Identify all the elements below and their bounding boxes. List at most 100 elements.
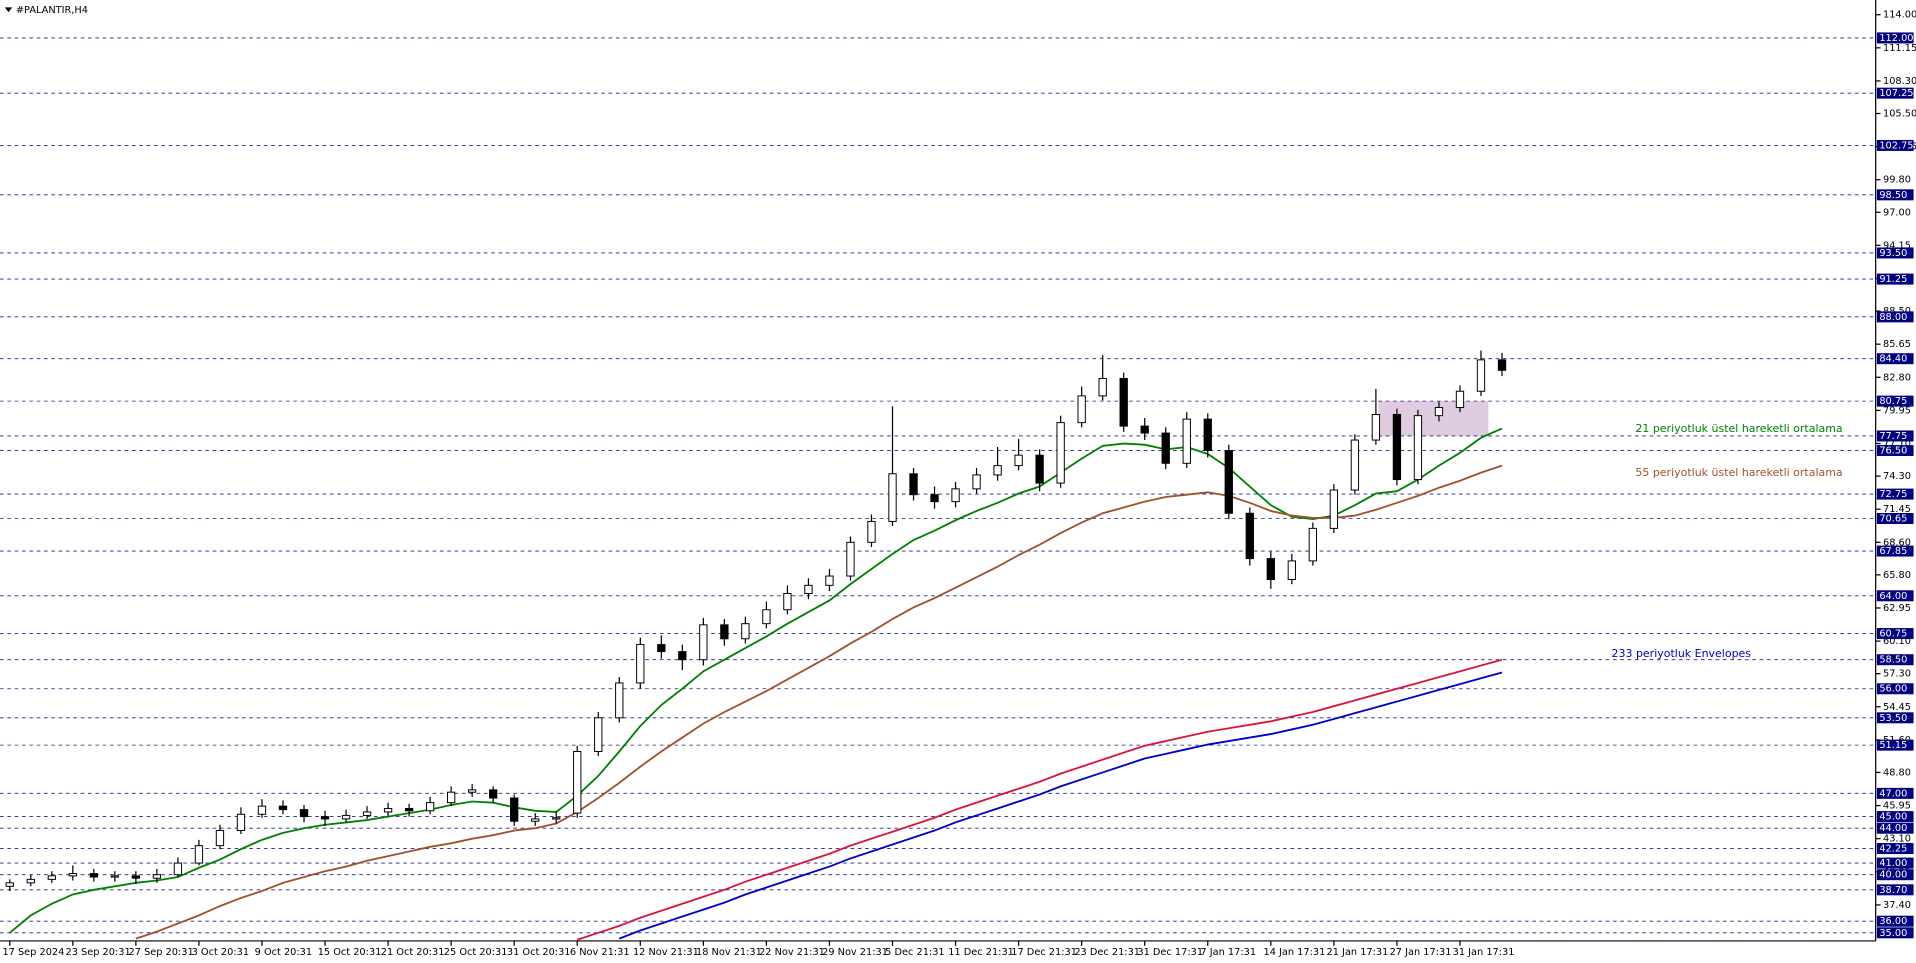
y-tick-label: 94.15 (1883, 240, 1911, 251)
candle-body (783, 592, 792, 611)
level-box (1876, 311, 1914, 323)
x-tick-label: 6 Nov 21:31 (570, 947, 630, 958)
candle-body (552, 817, 561, 820)
y-tick-label: 37.40 (1883, 900, 1911, 911)
level-box (1876, 857, 1914, 869)
level-label: 64.00 (1879, 591, 1907, 602)
y-tick-label: 68.60 (1883, 537, 1911, 548)
candle-body (152, 874, 162, 879)
level-label: 91.25 (1879, 274, 1907, 285)
candle-body (1224, 450, 1233, 514)
candle-body (741, 623, 750, 640)
candle-body (1371, 413, 1381, 441)
candle-body (446, 791, 456, 804)
y-tick-label: 105.50 (1883, 108, 1916, 119)
level-label: 47.00 (1879, 788, 1907, 799)
candle-body (846, 541, 855, 577)
x-tick-label: 29 Nov 21:31 (822, 947, 888, 958)
level-label: 56.00 (1879, 684, 1907, 695)
y-tick-label: 57.30 (1883, 669, 1911, 680)
candle-body (615, 682, 624, 719)
level-label: 35.00 (1879, 928, 1907, 939)
level-label: 41.00 (1879, 858, 1907, 869)
candle-body (404, 807, 414, 812)
candle-body (1392, 413, 1402, 481)
candle-body (699, 624, 708, 661)
level-box (1876, 915, 1914, 927)
candle-body (1266, 558, 1275, 581)
candle-body (1455, 390, 1465, 409)
candle-body (489, 789, 498, 799)
level-label: 58.50 (1879, 655, 1907, 666)
level-label: 88.00 (1879, 312, 1907, 323)
candle-body (5, 882, 14, 887)
level-box (1876, 87, 1914, 99)
level-label: 76.50 (1879, 446, 1907, 457)
level-box (1876, 628, 1914, 640)
y-tick-label: 111.15 (1883, 43, 1916, 54)
level-box (1876, 353, 1914, 365)
x-tick-label: 31 Dec 17:31 (1137, 947, 1203, 958)
candle-body (173, 862, 183, 876)
x-tick-label: 27 Sep 20:31 (129, 947, 194, 958)
candle-body (1203, 418, 1212, 452)
x-tick-label: 22 Nov 21:31 (759, 947, 825, 958)
candle-body (236, 813, 246, 832)
level-label: 36.00 (1879, 916, 1907, 927)
level-box (1876, 590, 1914, 602)
x-tick-label: 21 Jan 17:31 (1327, 947, 1389, 958)
level-box (1876, 395, 1914, 407)
candle-body (299, 809, 309, 818)
candle-body (1161, 432, 1170, 464)
level-label: 72.75 (1879, 489, 1907, 500)
candle-body (1287, 560, 1296, 581)
level-box (1876, 513, 1914, 524)
y-tick-label: 71.45 (1883, 504, 1911, 515)
level-label: 45.00 (1879, 812, 1907, 823)
x-tick-label: 17 Dec 21:31 (1011, 947, 1077, 958)
candle-body (425, 802, 435, 812)
y-tick-label: 97.00 (1883, 207, 1911, 218)
level-label: 107.25 (1879, 88, 1913, 99)
level-box (1876, 843, 1914, 855)
candle-body (383, 807, 393, 813)
candle-body (1014, 454, 1023, 467)
indicator-line (9, 427, 1503, 934)
candle-body (341, 814, 351, 820)
y-tick-label: 74.30 (1883, 471, 1911, 482)
y-tick-label: 45.95 (1883, 801, 1911, 812)
level-box (1876, 927, 1914, 939)
x-tick-label: 12 Nov 21:31 (633, 947, 699, 958)
level-label: 53.50 (1879, 713, 1907, 724)
candle-body (194, 845, 204, 864)
x-tick-label: 17 Sep 2024 (2, 947, 64, 958)
candle-body (636, 644, 645, 684)
x-tick-label: 23 Dec 21:31 (1074, 947, 1140, 958)
y-tick-label: 43.10 (1883, 834, 1911, 845)
level-box (1876, 430, 1914, 442)
candle-body (320, 816, 330, 820)
level-box (1876, 273, 1914, 285)
x-tick-label: 18 Nov 21:31 (696, 947, 762, 958)
x-tick-label: 7 Jan 17:31 (1200, 947, 1256, 958)
candle-body (47, 875, 56, 880)
candle-body (678, 651, 687, 661)
candle-body (1182, 418, 1191, 464)
menu-icon[interactable] (4, 7, 13, 13)
candle-body (510, 797, 519, 822)
level-box (1876, 869, 1914, 881)
candle-body (657, 644, 666, 653)
candle-body (68, 873, 77, 877)
level-box (1876, 739, 1914, 751)
candle-body (804, 584, 813, 594)
candle-body (1476, 359, 1486, 392)
y-tick-label: 54.45 (1883, 702, 1911, 713)
candle-body (1413, 415, 1423, 481)
candle-body (89, 873, 98, 878)
candle-body (1497, 359, 1507, 371)
level-box (1876, 811, 1914, 823)
x-tick-label: 9 Oct 20:31 (255, 947, 312, 958)
x-tick-label: 25 Oct 20:31 (444, 947, 508, 958)
